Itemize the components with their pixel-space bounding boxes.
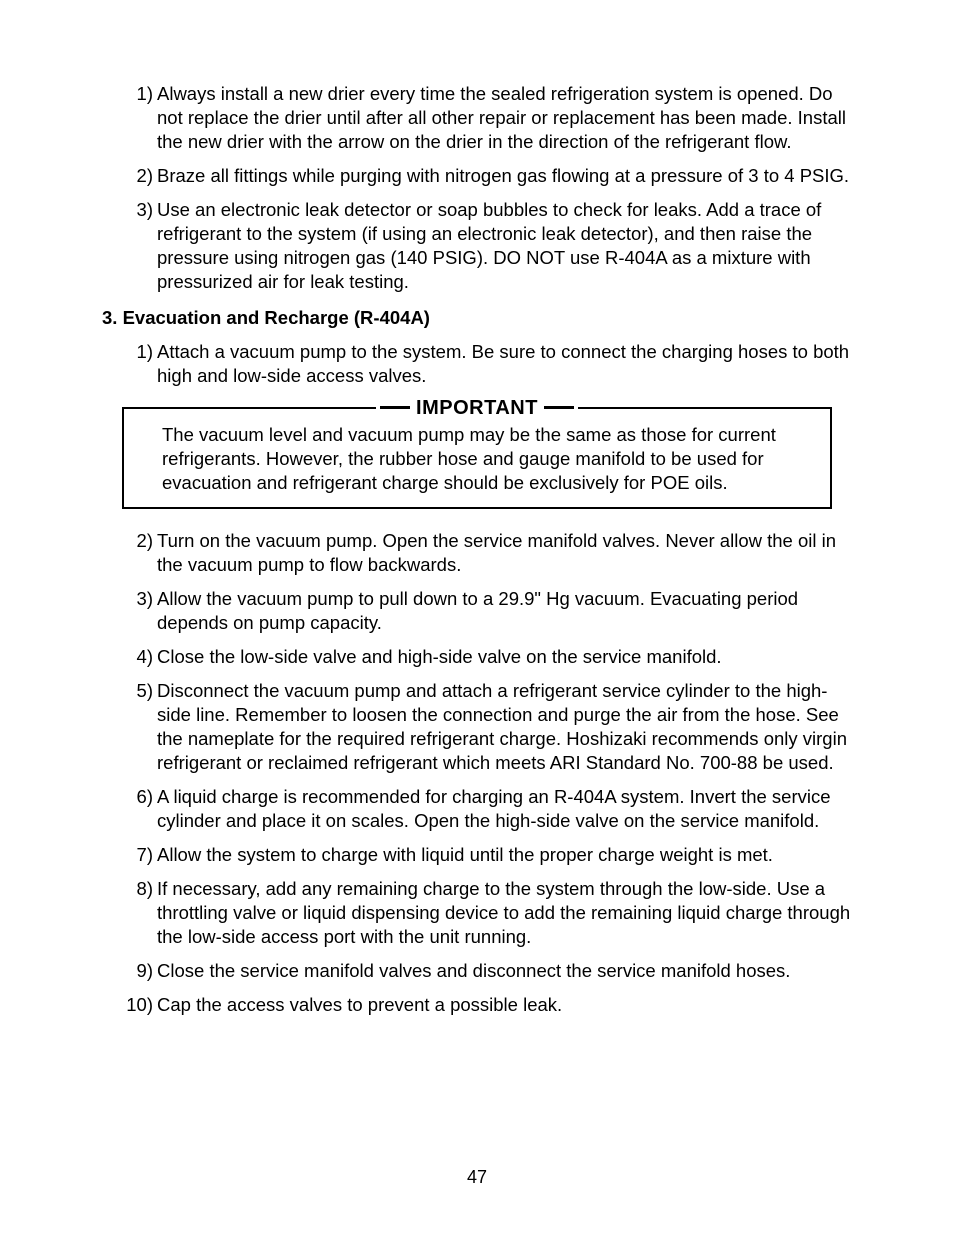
rule-left-icon bbox=[380, 406, 410, 409]
item-text: Close the low-side valve and high-side v… bbox=[157, 645, 852, 669]
item-number: 2) bbox=[119, 529, 157, 577]
section-heading: 3. Evacuation and Recharge (R-404A) bbox=[102, 306, 852, 330]
list-item: 5) Disconnect the vacuum pump and attach… bbox=[119, 679, 852, 775]
list-item: 10) Cap the access valves to prevent a p… bbox=[119, 993, 852, 1017]
list-item: 8) If necessary, add any remaining charg… bbox=[119, 877, 852, 949]
list-item: 2) Braze all fittings while purging with… bbox=[119, 164, 852, 188]
list-item: 7) Allow the system to charge with liqui… bbox=[119, 843, 852, 867]
important-callout: IMPORTANT The vacuum level and vacuum pu… bbox=[122, 407, 832, 509]
list-item: 3) Allow the vacuum pump to pull down to… bbox=[119, 587, 852, 635]
item-text: A liquid charge is recommended for charg… bbox=[157, 785, 852, 833]
item-text: Turn on the vacuum pump. Open the servic… bbox=[157, 529, 852, 577]
item-number: 3) bbox=[119, 587, 157, 635]
item-text: Allow the system to charge with liquid u… bbox=[157, 843, 852, 867]
item-number: 4) bbox=[119, 645, 157, 669]
important-label: IMPORTANT bbox=[410, 395, 544, 421]
item-text: Braze all fittings while purging with ni… bbox=[157, 164, 852, 188]
item-text: Always install a new drier every time th… bbox=[157, 82, 852, 154]
list-item: 1) Attach a vacuum pump to the system. B… bbox=[119, 340, 852, 388]
post-box-list: 2) Turn on the vacuum pump. Open the ser… bbox=[119, 529, 852, 1018]
list-item: 4) Close the low-side valve and high-sid… bbox=[119, 645, 852, 669]
item-number: 9) bbox=[119, 959, 157, 983]
item-text: Use an electronic leak detector or soap … bbox=[157, 198, 852, 294]
item-number: 1) bbox=[119, 340, 157, 388]
important-title-row: IMPORTANT bbox=[124, 395, 830, 421]
item-number: 8) bbox=[119, 877, 157, 949]
item-text: Disconnect the vacuum pump and attach a … bbox=[157, 679, 852, 775]
item-text: Attach a vacuum pump to the system. Be s… bbox=[157, 340, 852, 388]
item-text: Close the service manifold valves and di… bbox=[157, 959, 852, 983]
important-label-wrap: IMPORTANT bbox=[376, 395, 578, 421]
list-item: 2) Turn on the vacuum pump. Open the ser… bbox=[119, 529, 852, 577]
document-page: 1) Always install a new drier every time… bbox=[0, 0, 954, 1235]
list-item: 6) A liquid charge is recommended for ch… bbox=[119, 785, 852, 833]
item-number: 3) bbox=[119, 198, 157, 294]
list-item: 3) Use an electronic leak detector or so… bbox=[119, 198, 852, 294]
page-number: 47 bbox=[0, 1166, 954, 1189]
list-item: 1) Always install a new drier every time… bbox=[119, 82, 852, 154]
rule-right-icon bbox=[544, 406, 574, 409]
item-number: 5) bbox=[119, 679, 157, 775]
item-number: 7) bbox=[119, 843, 157, 867]
item-number: 1) bbox=[119, 82, 157, 154]
item-number: 2) bbox=[119, 164, 157, 188]
item-text: Allow the vacuum pump to pull down to a … bbox=[157, 587, 852, 635]
top-numbered-list: 1) Always install a new drier every time… bbox=[119, 82, 852, 294]
item-text: If necessary, add any remaining charge t… bbox=[157, 877, 852, 949]
item-number: 6) bbox=[119, 785, 157, 833]
important-body: The vacuum level and vacuum pump may be … bbox=[162, 423, 800, 495]
pre-box-list: 1) Attach a vacuum pump to the system. B… bbox=[119, 340, 852, 388]
item-number: 10) bbox=[119, 993, 157, 1017]
item-text: Cap the access valves to prevent a possi… bbox=[157, 993, 852, 1017]
list-item: 9) Close the service manifold valves and… bbox=[119, 959, 852, 983]
